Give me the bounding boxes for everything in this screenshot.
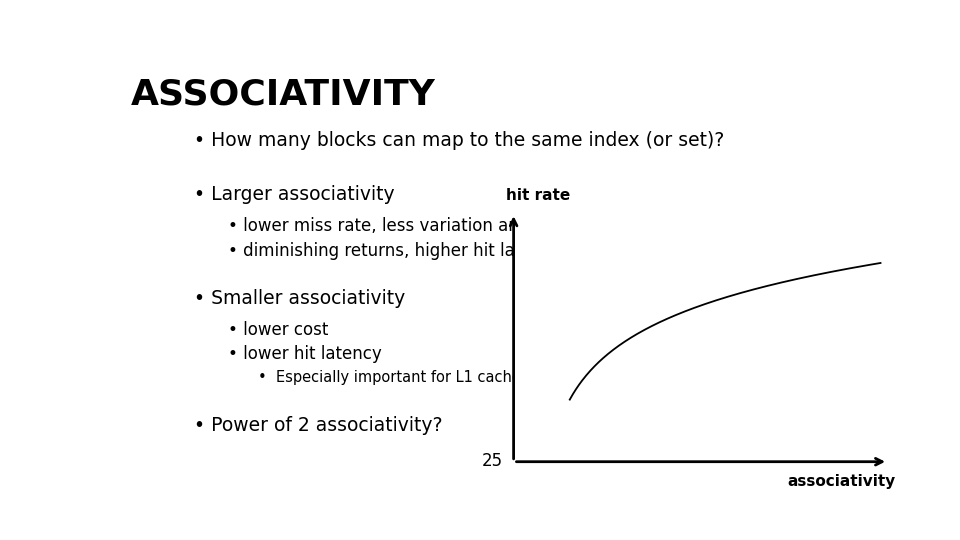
Text: • Larger associativity: • Larger associativity <box>194 185 395 204</box>
Text: associativity: associativity <box>787 474 896 489</box>
Text: hit rate: hit rate <box>506 188 570 204</box>
Text: • How many blocks can map to the same index (or set)?: • How many blocks can map to the same in… <box>194 131 725 150</box>
Text: • diminishing returns, higher hit latency: • diminishing returns, higher hit latenc… <box>228 241 561 260</box>
Text: • Smaller associativity: • Smaller associativity <box>194 289 406 308</box>
Text: • lower hit latency: • lower hit latency <box>228 346 382 363</box>
Text: •  Especially important for L1 caches: • Especially important for L1 caches <box>257 370 528 386</box>
Text: ASSOCIATIVITY: ASSOCIATIVITY <box>132 77 436 111</box>
Text: • lower cost: • lower cost <box>228 321 328 339</box>
Text: • Power of 2 associativity?: • Power of 2 associativity? <box>194 416 443 435</box>
Text: • lower miss rate, less variation among programs: • lower miss rate, less variation among … <box>228 217 640 234</box>
Text: 25: 25 <box>481 452 503 470</box>
